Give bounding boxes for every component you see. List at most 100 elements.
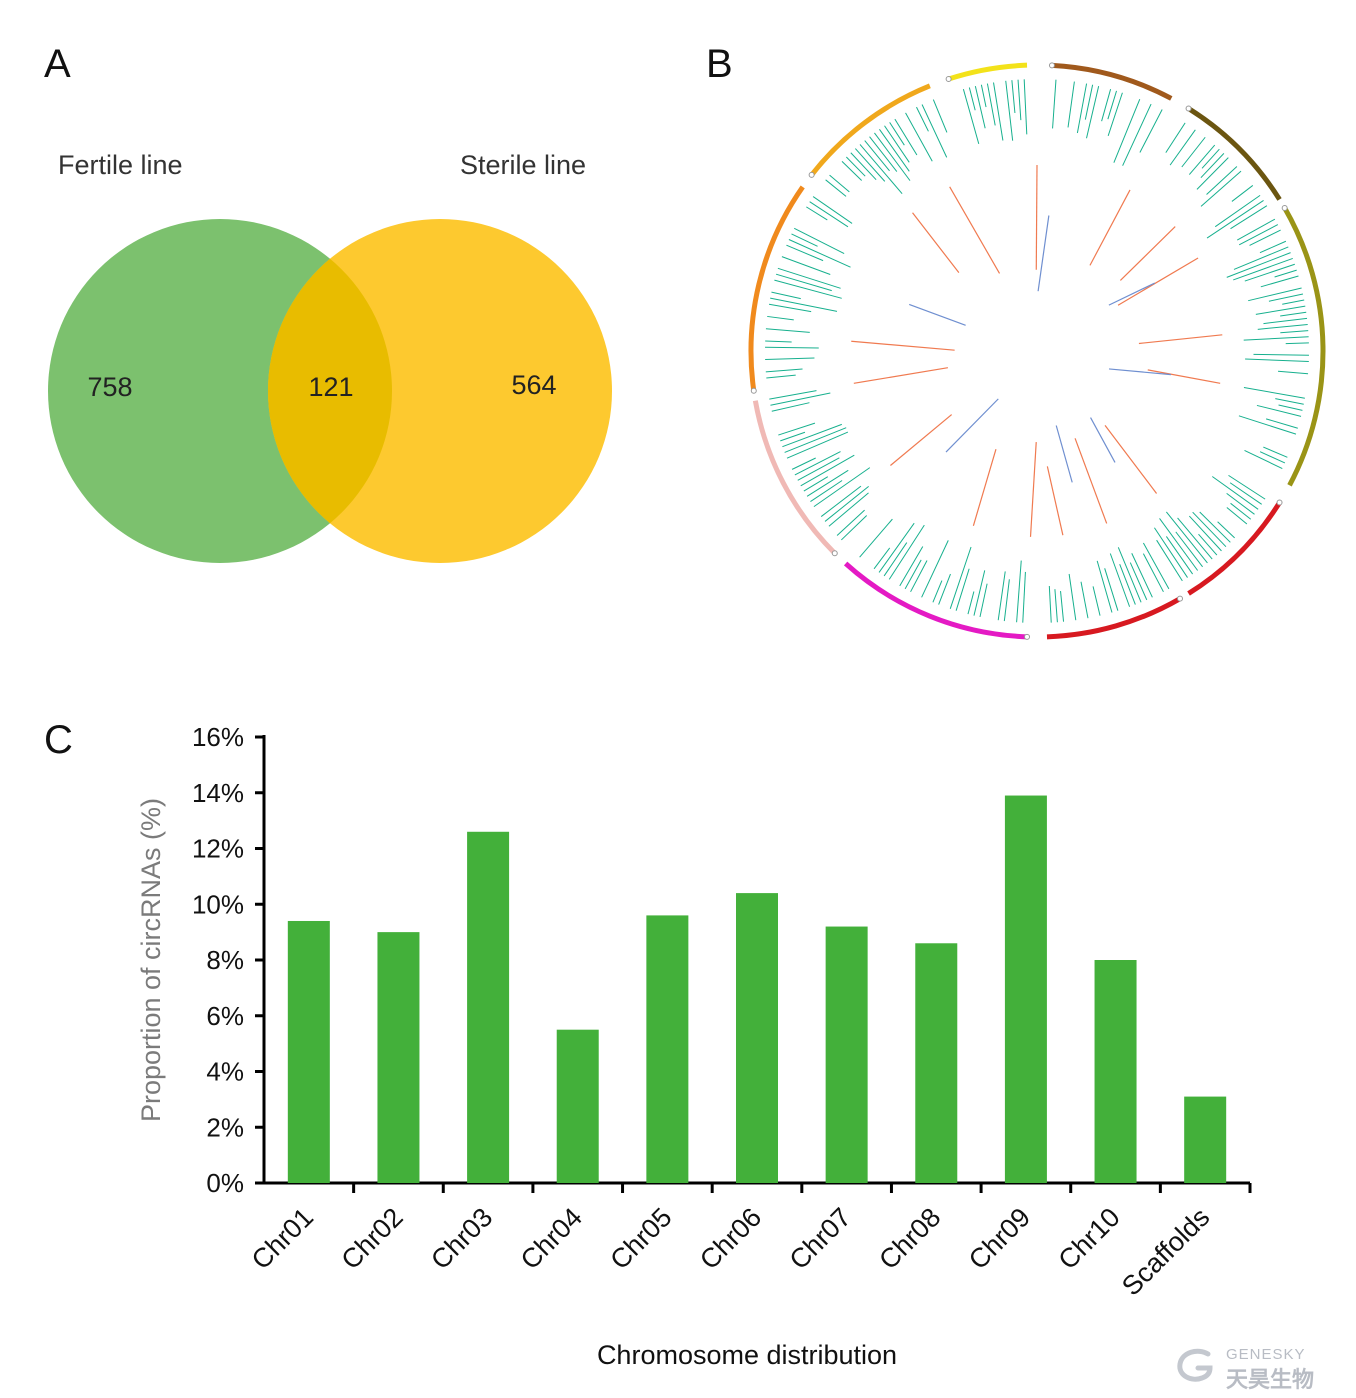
circrna-track-tick: [1101, 89, 1112, 122]
circrna-track-tick: [993, 82, 1004, 141]
circrna-track-tick: [921, 540, 949, 598]
venn-count-fertile-only: 758: [87, 372, 132, 402]
circrna-track-tick: [1067, 81, 1075, 128]
circrna-track-tick: [1255, 305, 1306, 315]
circrna-track-tick: [884, 125, 910, 163]
circrna-track-tick: [1280, 311, 1307, 317]
inner-link-red: [1074, 438, 1108, 524]
circrna-track-tick: [1275, 398, 1304, 405]
circrna-track-tick: [797, 457, 840, 481]
circrna-track-tick: [932, 580, 943, 603]
x-tick-label: Chr04: [515, 1202, 588, 1275]
circrna-track-tick: [778, 422, 816, 436]
circrna-track-tick: [1245, 358, 1309, 362]
inner-link-blue: [1090, 417, 1116, 463]
circrna-track-tick: [1226, 507, 1248, 525]
x-tick-label: Chr03: [425, 1202, 498, 1275]
genesky-logo-icon: [1177, 1348, 1213, 1382]
circrna-track-tick: [1206, 166, 1238, 195]
circrna-track-tick: [1248, 287, 1302, 302]
circrna-track-tick: [771, 291, 801, 300]
chromosome-arc: [809, 83, 931, 177]
y-tick-label: 12%: [192, 834, 244, 864]
circrna-track-tick: [782, 423, 842, 448]
circrna-track-tick: [1280, 330, 1309, 334]
circrna-track-tick: [1196, 157, 1229, 190]
circrna-track-tick: [1229, 482, 1262, 505]
circrna-track-tick: [1230, 205, 1268, 230]
circrna-track-tick: [765, 328, 810, 333]
circrna-track-tick: [1212, 476, 1259, 510]
venn-count-overlap: 121: [308, 372, 353, 402]
circrna-track-tick: [878, 522, 915, 573]
circrna-track-tick: [1068, 573, 1077, 621]
circrna-track-tick: [1188, 144, 1216, 175]
circrna-track-tick: [784, 427, 847, 453]
circrna-track-tick: [791, 233, 818, 247]
bar-chr06: [736, 893, 778, 1183]
y-tick-label: 16%: [192, 722, 244, 752]
chromosome-arc: [1282, 206, 1326, 487]
circrna-track-tick: [1243, 386, 1305, 399]
circrna-track-tick: [874, 132, 911, 181]
panel-label-a: A: [44, 42, 71, 86]
circrna-track-tick: [771, 402, 810, 412]
circrna-track-tick: [1231, 185, 1254, 202]
circrna-track-tick: [806, 206, 828, 221]
circrna-track-tick: [1259, 240, 1287, 254]
arc-tick: [1024, 633, 1031, 640]
circrna-track-tick: [921, 104, 948, 158]
circrna-track-tick: [780, 431, 806, 442]
circrna-track-tick: [1154, 527, 1188, 578]
y-tick-label: 4%: [206, 1057, 244, 1087]
inner-link-blue: [1055, 425, 1073, 483]
circrna-track-tick: [850, 152, 877, 181]
circrna-track-tick: [786, 244, 824, 262]
circrna-track-tick: [1253, 353, 1309, 356]
y-axis: 0% 2% 4% 6% 8% 10% 12% 14% 16%: [192, 722, 266, 1198]
venn-label-fertile: Fertile line: [58, 150, 183, 180]
bar-chr09: [1004, 795, 1047, 1183]
chromosome-arc: [748, 185, 805, 392]
circrna-track-tick: [1165, 536, 1194, 575]
x-tick-label: Chr08: [873, 1202, 946, 1275]
chromosome-arc: [1187, 501, 1282, 596]
circrna-track-tick: [1156, 539, 1183, 582]
circrna-track-tick: [765, 346, 819, 349]
circrna-track-tick: [1096, 560, 1113, 613]
bar-chr08: [915, 943, 958, 1183]
venn-diagram: Fertile line Sterile line 758 121 564: [48, 150, 612, 563]
arc-tick: [1281, 205, 1288, 211]
circrna-track-tick: [1080, 581, 1089, 619]
circrna-track-tick: [845, 156, 866, 177]
circrna-track-tick: [1113, 98, 1141, 163]
circrna-track-tick: [859, 518, 893, 558]
circrna-track-tick: [1165, 511, 1208, 564]
circrna-track-tick: [1084, 84, 1094, 120]
circrna-track-tick: [1244, 263, 1295, 282]
circrna-track-tick: [813, 467, 871, 508]
circrna-track-tick: [1233, 246, 1289, 270]
circrna-track-tick: [1278, 404, 1303, 411]
circrna-track-tick: [974, 85, 986, 129]
x-tick-label: Chr05: [604, 1202, 677, 1275]
circrna-track-tick: [828, 492, 869, 527]
arc-tick: [831, 550, 838, 557]
circrna-track-tick: [1285, 342, 1309, 345]
chromosome-arc: [1051, 62, 1173, 101]
circrna-track-tick: [1022, 571, 1026, 623]
bar-chr02: [377, 932, 420, 1183]
circrna-track-tick: [1188, 515, 1222, 552]
inner-link-red: [1089, 189, 1131, 266]
y-tick-label: 2%: [206, 1112, 244, 1142]
chromosome-arc: [1046, 596, 1182, 640]
chromosome-arc: [843, 561, 1028, 640]
chromosome-arc: [752, 400, 837, 556]
circrna-track-tick: [1048, 585, 1052, 623]
inner-link-red: [853, 367, 948, 384]
circrna-track-tick: [1257, 323, 1308, 330]
circrna-track-tick: [1052, 79, 1057, 129]
x-tick-label: Chr02: [335, 1202, 408, 1275]
circrna-track-tick: [770, 392, 831, 406]
x-tick-label: Chr07: [784, 1202, 857, 1275]
